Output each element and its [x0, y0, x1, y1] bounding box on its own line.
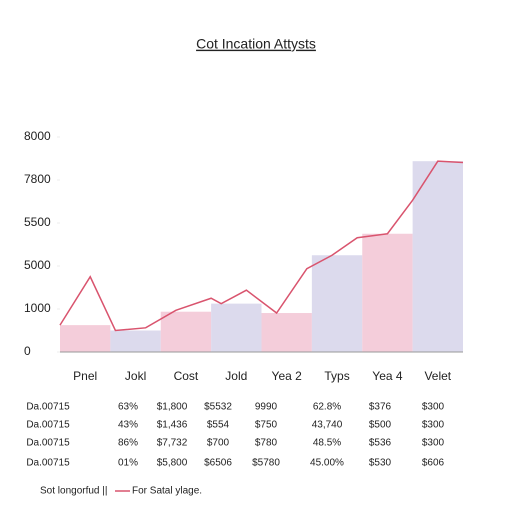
table-cell: $1,800	[157, 402, 188, 413]
table-cell: 9990	[255, 402, 278, 413]
table-cell: 48.5%	[313, 438, 341, 449]
table-cell: $7,732	[157, 438, 188, 449]
table-cell: 43%	[118, 420, 138, 431]
table-cell: $750	[255, 420, 278, 431]
table-cell: $536	[369, 438, 392, 449]
bar	[311, 255, 363, 352]
table-cell: $300	[422, 402, 445, 413]
table-cell: $5780	[252, 458, 280, 469]
table-cell: $300	[422, 438, 445, 449]
bar	[160, 311, 212, 352]
table-cell: $376	[369, 402, 392, 413]
table-cell: 63%	[118, 402, 138, 413]
bar	[261, 313, 312, 352]
table-cell: $606	[422, 458, 445, 469]
y-tick-label: 5500	[24, 215, 51, 229]
legend-label: Sot longorfud ||	[40, 486, 107, 497]
table-cell: $1,436	[157, 420, 188, 431]
table-cell: Da.00715	[26, 438, 70, 449]
bar	[211, 303, 262, 352]
bar	[60, 325, 111, 352]
y-tick-label: 7800	[24, 172, 51, 186]
table-cell: Da.00715	[26, 402, 70, 413]
table-cell: 62.8%	[313, 402, 341, 413]
bar	[412, 161, 463, 352]
table-cell: $780	[255, 438, 278, 449]
table-cell: $700	[207, 438, 230, 449]
y-tick-label: 1000	[24, 301, 51, 315]
table-cell: $5,800	[157, 458, 188, 469]
table-cell: Da.00715	[26, 458, 70, 469]
legend-label: For Satal ylage.	[132, 486, 202, 497]
table-cell: $300	[422, 420, 445, 431]
y-tick-label: 8000	[24, 129, 51, 143]
table-cell: 43,740	[312, 420, 343, 431]
table-cell: $500	[369, 420, 392, 431]
x-tick-label: Jold	[225, 369, 247, 383]
table-cell: 01%	[118, 458, 138, 469]
table-cell: 45.00%	[310, 458, 344, 469]
x-tick-label: Yea 4	[372, 369, 403, 383]
table-cell: Da.00715	[26, 420, 70, 431]
table-cell: $554	[207, 420, 230, 431]
table-cell: 86%	[118, 438, 138, 449]
table-cell: $6506	[204, 458, 232, 469]
bar	[110, 330, 161, 352]
table-cell: $530	[369, 458, 392, 469]
x-tick-label: Velet	[424, 369, 451, 383]
chart-title: Cot Incation Attysts	[196, 36, 316, 52]
x-tick-label: Yea 2	[272, 369, 303, 383]
y-tick-label: 0	[24, 344, 31, 358]
x-tick-label: Pnel	[73, 369, 97, 383]
line	[59, 160, 464, 332]
x-tick-label: Cost	[174, 369, 199, 383]
table-cell: $5532	[204, 402, 232, 413]
x-tick-label: Typs	[324, 369, 349, 383]
bar	[362, 233, 413, 352]
x-tick-label: Jokl	[125, 369, 146, 383]
y-tick-label: 5000	[24, 258, 51, 272]
